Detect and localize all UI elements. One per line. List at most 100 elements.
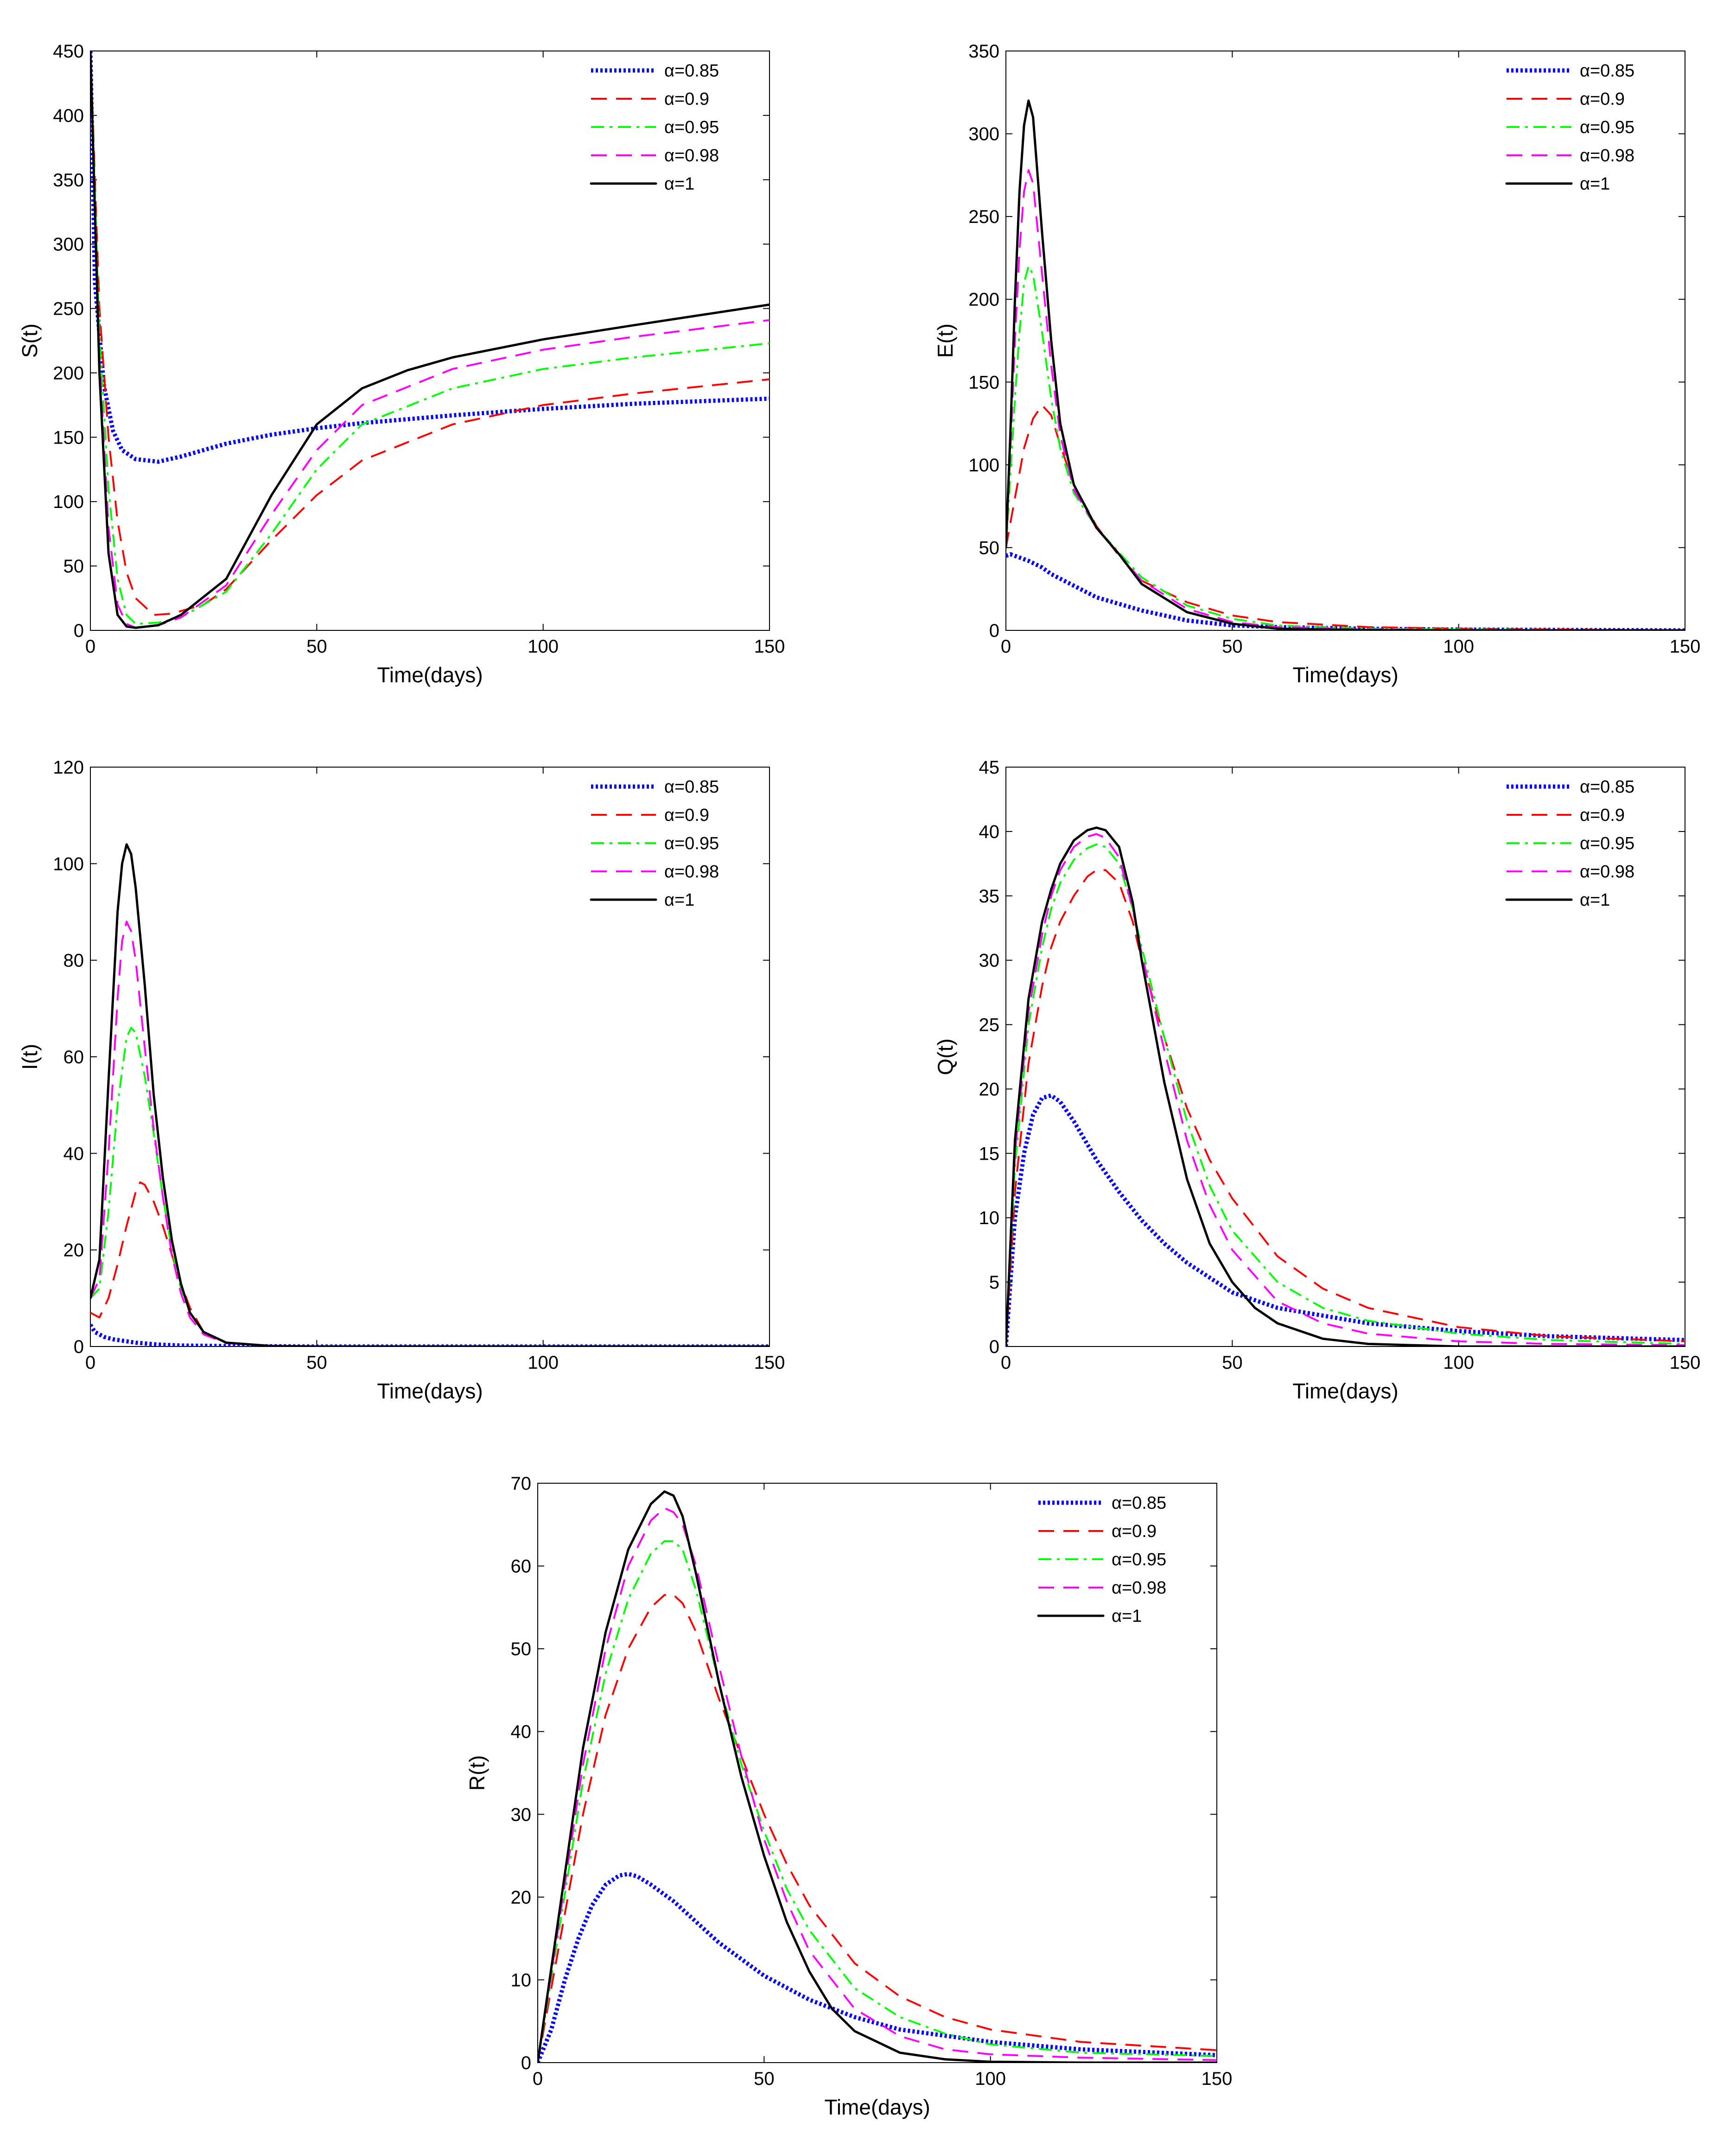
plot-area-R <box>537 1483 1217 2063</box>
y-tick-label-Q-0: 0 <box>989 1337 999 1357</box>
series-line-Q-3 <box>1006 833 1685 1346</box>
y-tick-label-I-5: 100 <box>53 854 84 874</box>
plot-area-I <box>90 767 770 1347</box>
y-tick-label-R-4: 40 <box>511 1722 532 1742</box>
y-tick-label-Q-3: 15 <box>979 1143 1000 1164</box>
chart-panel-R: 0 50 100 150 0 10 20 30 40 50 60 70 Time(days) R(t) α=… <box>465 1473 1232 2119</box>
series-line-R-3 <box>538 1507 1217 2063</box>
legend-label-Q-2: α=0.95 <box>1580 834 1634 853</box>
y-tick-label-Q-2: 10 <box>979 1208 1000 1228</box>
series-line-R-0 <box>538 1872 1217 2063</box>
y-tick-label-Q-8: 40 <box>979 822 1000 842</box>
y-tick-label-I-4: 80 <box>64 951 84 971</box>
series-group-I <box>90 843 769 1346</box>
chart-panel-S: 0 50 100 150 0 50 100 150 200 250 300 350 400 450 Time… <box>18 41 785 687</box>
legend-label-S-2: α=0.95 <box>664 118 719 137</box>
legend-label-E-3: α=0.98 <box>1580 146 1634 165</box>
legend-label-E-2: α=0.95 <box>1580 118 1634 137</box>
legend-label-S-4: α=1 <box>664 174 694 194</box>
x-tick-label-E-1: 50 <box>1222 636 1243 657</box>
y-tick-label-Q-9: 45 <box>979 757 1000 778</box>
y-tick-label-S-2: 100 <box>53 492 84 512</box>
chart-panel-I: 0 50 100 150 0 20 40 60 80 100 120 Time(days) I(t) α=… <box>18 757 785 1403</box>
x-tick-label-S-1: 50 <box>306 636 327 657</box>
x-tick-label-E-3: 150 <box>1670 636 1701 657</box>
x-tick-label-R-1: 50 <box>754 2069 775 2089</box>
legend-label-I-4: α=1 <box>664 890 694 910</box>
y-tick-label-S-0: 0 <box>74 621 84 641</box>
x-tick-label-I-0: 0 <box>85 1353 95 1373</box>
series-group-S <box>90 51 769 629</box>
y-axis-label-S: S(t) <box>18 324 42 358</box>
x-axis-label-S: Time(days) <box>377 663 483 687</box>
y-tick-label-R-1: 10 <box>511 1970 532 1990</box>
series-line-S-4 <box>90 51 769 629</box>
series-group-R <box>538 1490 1217 2063</box>
series-line-Q-0 <box>1006 1093 1685 1346</box>
x-tick-label-R-2: 100 <box>975 2069 1006 2089</box>
series-line-S-3 <box>90 51 769 629</box>
x-axis-label-I: Time(days) <box>377 1379 483 1403</box>
plot-area-Q <box>1005 767 1685 1347</box>
y-tick-label-Q-6: 30 <box>979 951 1000 971</box>
series-group-E <box>1006 99 1685 630</box>
x-axis-label-E: Time(days) <box>1292 663 1398 687</box>
x-tick-label-Q-3: 150 <box>1670 1353 1701 1373</box>
legend-label-R-1: α=0.9 <box>1112 1522 1157 1541</box>
y-tick-label-R-2: 20 <box>511 1887 532 1908</box>
y-tick-label-I-2: 40 <box>64 1143 84 1164</box>
x-tick-label-Q-2: 100 <box>1443 1353 1474 1373</box>
y-tick-label-S-5: 250 <box>53 299 84 319</box>
legend-label-E-4: α=1 <box>1580 174 1610 194</box>
y-tick-label-Q-4: 20 <box>979 1079 1000 1099</box>
series-line-I-4 <box>90 843 769 1346</box>
y-tick-label-S-8: 400 <box>53 106 84 126</box>
x-tick-label-Q-1: 50 <box>1222 1353 1243 1373</box>
chart-panel-E: 0 50 100 150 0 50 100 150 200 250 300 350 Time(days)… <box>933 41 1700 687</box>
y-tick-label-I-0: 0 <box>74 1337 84 1357</box>
y-tick-label-S-3: 150 <box>53 427 84 448</box>
plot-area-E <box>1005 51 1685 631</box>
y-tick-label-I-1: 20 <box>64 1240 84 1261</box>
y-tick-label-S-1: 50 <box>64 556 84 577</box>
legend-label-R-0: α=0.85 <box>1112 1493 1166 1513</box>
y-tick-label-R-3: 30 <box>511 1804 532 1825</box>
y-tick-label-R-5: 50 <box>511 1639 532 1659</box>
y-tick-label-E-6: 300 <box>968 124 999 145</box>
legend-label-I-3: α=0.98 <box>664 862 719 882</box>
series-line-Q-1 <box>1006 869 1685 1346</box>
legend-R: α=0.85 α=0.9 α=0.95 α=0.98 α=1 <box>1037 1493 1166 1626</box>
y-tick-label-E-2: 100 <box>968 455 999 476</box>
series-line-Q-4 <box>1006 826 1685 1346</box>
x-tick-label-I-3: 150 <box>754 1353 785 1373</box>
legend-label-Q-0: α=0.85 <box>1580 777 1634 797</box>
y-tick-label-E-7: 350 <box>968 41 999 62</box>
legend-label-R-3: α=0.98 <box>1112 1578 1166 1598</box>
x-tick-label-E-0: 0 <box>1001 636 1011 657</box>
x-tick-label-I-1: 50 <box>306 1353 327 1373</box>
legend-label-E-0: α=0.85 <box>1580 61 1634 81</box>
legend-label-S-1: α=0.9 <box>664 89 709 109</box>
legend-I: α=0.85 α=0.9 α=0.95 α=0.98 α=1 <box>590 777 719 910</box>
y-tick-label-E-3: 150 <box>968 372 999 393</box>
legend-E: α=0.85 α=0.9 α=0.95 α=0.98 α=1 <box>1505 61 1634 194</box>
x-tick-label-S-3: 150 <box>754 636 785 657</box>
y-axis-label-R: R(t) <box>465 1755 489 1791</box>
x-tick-label-I-2: 100 <box>528 1353 559 1373</box>
y-tick-label-E-5: 250 <box>968 207 999 227</box>
y-tick-label-Q-1: 5 <box>989 1272 999 1293</box>
y-tick-label-E-0: 0 <box>989 621 999 641</box>
y-tick-label-S-4: 200 <box>53 363 84 383</box>
chart-panel-Q: 0 50 100 150 0 5 10 15 20 25 30 35 40 45 Time(days) Q(t… <box>933 757 1700 1403</box>
legend-label-I-2: α=0.95 <box>664 834 719 853</box>
legend-label-S-0: α=0.85 <box>664 61 719 81</box>
series-line-S-2 <box>90 51 769 625</box>
y-tick-label-I-6: 120 <box>53 757 84 778</box>
y-tick-label-Q-7: 35 <box>979 886 1000 907</box>
series-line-I-0 <box>90 1323 769 1346</box>
y-tick-label-S-7: 350 <box>53 170 84 191</box>
y-axis-label-Q: Q(t) <box>933 1038 957 1075</box>
y-tick-label-R-6: 60 <box>511 1556 532 1577</box>
x-axis-label-R: Time(days) <box>824 2095 930 2119</box>
legend-label-Q-3: α=0.98 <box>1580 862 1634 882</box>
